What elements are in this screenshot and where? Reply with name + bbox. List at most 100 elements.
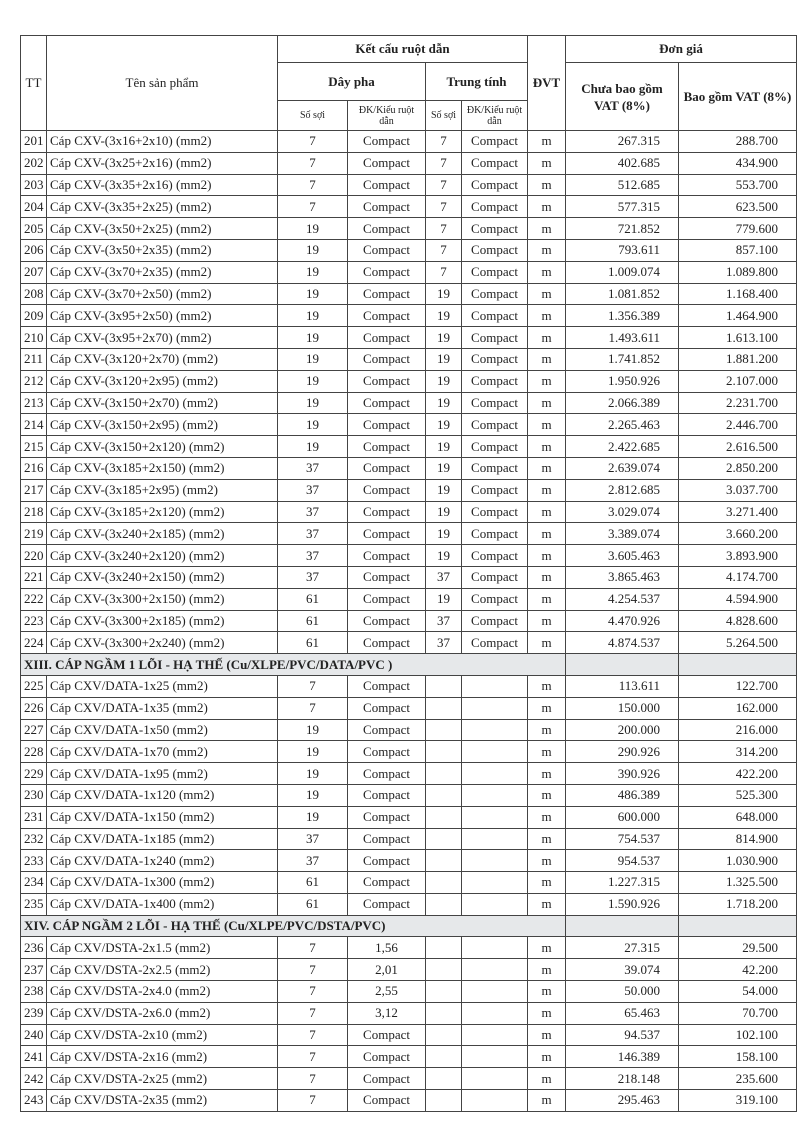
cell-unit: m	[527, 369, 566, 393]
cell-product-name: Cáp CXV-(3x300+2x185) (mm2)	[46, 609, 278, 633]
table-row: 215 Cáp CXV-(3x150+2x120) (mm2) 19 Compact 1…	[20, 435, 797, 458]
table-row: 203 Cáp CXV-(3x35+2x16) (mm2) 7 Compact 7 Com…	[20, 173, 797, 197]
cell-product-name: Cáp CXV-(3x150+2x95) (mm2)	[46, 413, 278, 437]
cell-unit: m	[527, 522, 566, 546]
table-row: 229 Cáp CXV/DATA-1x95 (mm2) 19 Compact m 390.…	[20, 762, 797, 785]
cell-tt: 240	[20, 1023, 47, 1047]
cell-unit: m	[527, 282, 566, 306]
cell-product-name: Cáp CXV-(3x50+2x35) (mm2)	[46, 238, 278, 262]
cell-product-name: Cáp CXV-(3x185+2x120) (mm2)	[46, 500, 278, 524]
cell-neutral-strands: 19	[425, 435, 462, 458]
cell-price-inc-vat: 319.100	[678, 1089, 797, 1112]
cell-price-ex-vat: 65.463	[565, 1001, 679, 1025]
table-row: 237 Cáp CXV/DSTA-2x2.5 (mm2) 7 2,01 m 39.074 4…	[20, 958, 797, 982]
cell-neutral-strands: 19	[425, 456, 462, 480]
cell-unit: m	[527, 631, 566, 655]
cell-unit: m	[527, 958, 566, 982]
header-tt: TT	[20, 35, 47, 131]
cell-price-ex-vat: 113.611	[565, 674, 679, 698]
cell-phase-dk: Compact	[347, 631, 426, 655]
cell-tt: 239	[20, 1001, 47, 1025]
cell-tt: 206	[20, 238, 47, 262]
cell-phase-strands: 37	[277, 522, 348, 546]
cell-unit: m	[527, 587, 566, 611]
cell-phase-strands: 7	[277, 151, 348, 175]
cell-neutral-dk	[461, 1023, 528, 1047]
cell-phase-strands: 7	[277, 195, 348, 219]
cell-product-name: Cáp CXV-(3x95+2x70) (mm2)	[46, 326, 278, 349]
table-row: 241 Cáp CXV/DSTA-2x16 (mm2) 7 Compact m 146.3…	[20, 1045, 797, 1069]
cell-neutral-strands	[425, 871, 462, 894]
cell-price-ex-vat: 2.639.074	[565, 456, 679, 480]
cell-phase-strands: 37	[277, 456, 348, 480]
cell-neutral-strands: 19	[425, 347, 462, 371]
cell-product-name: Cáp CXV/DSTA-2x25 (mm2)	[46, 1067, 278, 1091]
cell-neutral-strands	[425, 958, 462, 982]
cell-product-name: Cáp CXV/DATA-1x70 (mm2)	[46, 740, 278, 764]
cell-neutral-strands: 19	[425, 587, 462, 611]
header-price-ex-vat: Chưa bao gồm VAT (8%)	[565, 62, 679, 131]
cell-phase-strands: 61	[277, 609, 348, 633]
table-row: 212 Cáp CXV-(3x120+2x95) (mm2) 19 Compact 19…	[20, 369, 797, 393]
cell-product-name: Cáp CXV-(3x185+2x150) (mm2)	[46, 456, 278, 480]
cell-price-ex-vat: 1.493.611	[565, 326, 679, 349]
cell-phase-dk: Compact	[347, 173, 426, 197]
table-row: 216 Cáp CXV-(3x185+2x150) (mm2) 37 Compact 1…	[20, 456, 797, 480]
cell-neutral-dk: Compact	[461, 478, 528, 502]
cell-neutral-strands: 19	[425, 282, 462, 306]
cell-price-ex-vat: 3.605.463	[565, 544, 679, 567]
cell-phase-strands: 19	[277, 369, 348, 393]
cell-unit: m	[527, 217, 566, 240]
cell-unit: m	[527, 871, 566, 894]
cell-product-name: Cáp CXV-(3x240+2x120) (mm2)	[46, 544, 278, 567]
table-row: 240 Cáp CXV/DSTA-2x10 (mm2) 7 Compact m 94.53…	[20, 1023, 797, 1047]
cell-unit: m	[527, 435, 566, 458]
cell-phase-dk: Compact	[347, 696, 426, 720]
cell-neutral-dk: Compact	[461, 413, 528, 437]
cell-unit: m	[527, 696, 566, 720]
cell-tt: 228	[20, 740, 47, 764]
cell-neutral-dk	[461, 1089, 528, 1112]
cell-unit: m	[527, 565, 566, 589]
cell-phase-strands: 7	[277, 980, 348, 1003]
cell-phase-dk: Compact	[347, 304, 426, 328]
table-row: 234 Cáp CXV/DATA-1x300 (mm2) 61 Compact m 1.2…	[20, 871, 797, 894]
cell-price-ex-vat: 3.865.463	[565, 565, 679, 589]
cell-phase-dk: 2,55	[347, 980, 426, 1003]
cell-unit: m	[527, 260, 566, 284]
table-row: 242 Cáp CXV/DSTA-2x25 (mm2) 7 Compact m 218.1…	[20, 1067, 797, 1091]
cell-price-inc-vat: 1.168.400	[678, 282, 797, 306]
cell-price-inc-vat: 779.600	[678, 217, 797, 240]
cell-neutral-dk: Compact	[461, 565, 528, 589]
cell-price-inc-vat: 1.464.900	[678, 304, 797, 328]
cell-phase-dk: Compact	[347, 871, 426, 894]
cell-phase-dk: Compact	[347, 1045, 426, 1069]
table-row: 239 Cáp CXV/DSTA-2x6.0 (mm2) 7 3,12 m 65.463 7…	[20, 1001, 797, 1025]
cell-price-ex-vat: 1.227.315	[565, 871, 679, 894]
cell-neutral-strands: 19	[425, 326, 462, 349]
cell-price-ex-vat: 1.741.852	[565, 347, 679, 371]
cell-phase-strands: 19	[277, 260, 348, 284]
cell-neutral-strands	[425, 1089, 462, 1112]
cell-neutral-strands: 7	[425, 130, 462, 153]
cell-phase-strands: 7	[277, 130, 348, 153]
table-row: 214 Cáp CXV-(3x150+2x95) (mm2) 19 Compact 19…	[20, 413, 797, 437]
cell-unit: m	[527, 1089, 566, 1112]
cell-phase-dk: Compact	[347, 609, 426, 633]
cell-price-ex-vat: 2.422.685	[565, 435, 679, 458]
cell-tt: 215	[20, 435, 47, 458]
cell-product-name: Cáp CXV/DATA-1x150 (mm2)	[46, 805, 278, 829]
cell-unit: m	[527, 740, 566, 764]
cell-price-inc-vat: 162.000	[678, 696, 797, 720]
cell-price-ex-vat: 577.315	[565, 195, 679, 219]
cell-price-ex-vat: 721.852	[565, 217, 679, 240]
cell-unit: m	[527, 478, 566, 502]
cell-tt: 223	[20, 609, 47, 633]
cell-neutral-strands	[425, 674, 462, 698]
cell-phase-dk: Compact	[347, 892, 426, 916]
cell-tt: 217	[20, 478, 47, 502]
cell-neutral-dk: Compact	[461, 173, 528, 197]
cell-phase-strands: 37	[277, 478, 348, 502]
cell-tt: 205	[20, 217, 47, 240]
cell-neutral-dk: Compact	[461, 130, 528, 153]
